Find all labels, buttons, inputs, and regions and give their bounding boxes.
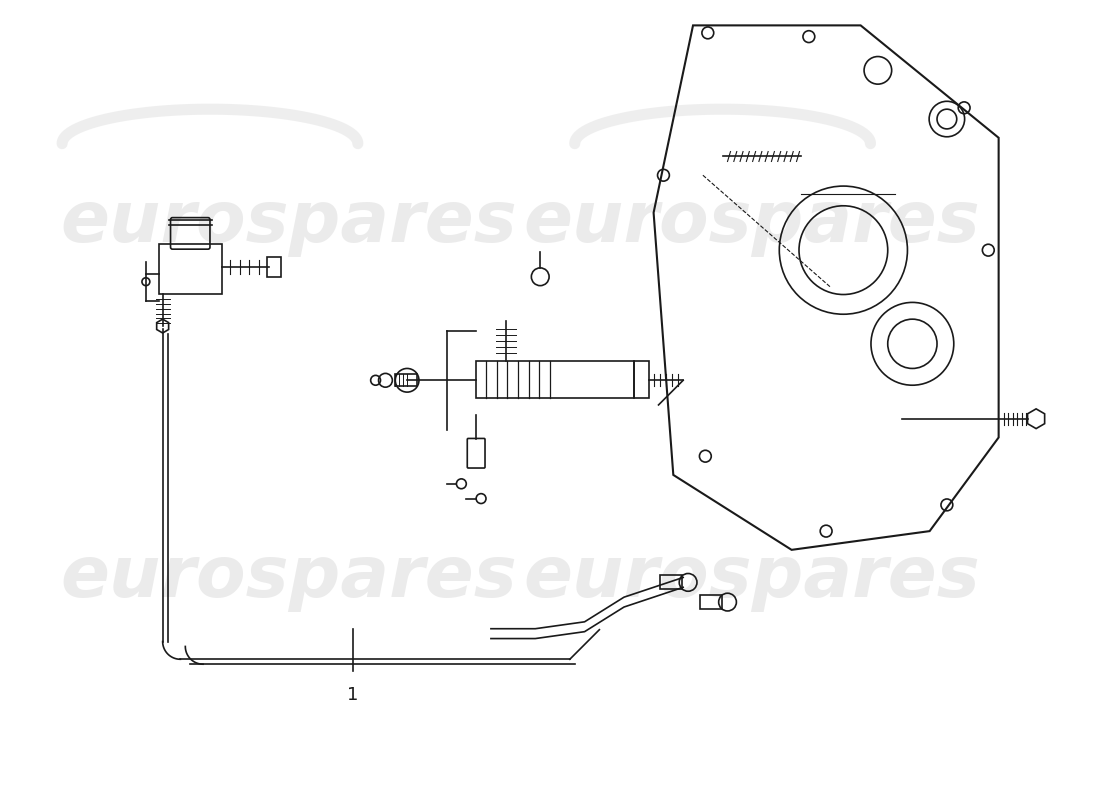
Text: 1: 1	[348, 686, 359, 704]
Text: eurospares: eurospares	[60, 543, 517, 612]
Bar	[267, 257, 280, 277]
Bar	[660, 575, 682, 590]
Bar	[634, 361, 649, 398]
Bar	[395, 374, 417, 386]
Bar	[476, 361, 634, 398]
Text: eurospares: eurospares	[524, 543, 980, 612]
Text: eurospares: eurospares	[524, 188, 980, 257]
Bar	[158, 244, 222, 294]
Bar	[700, 595, 722, 609]
Text: eurospares: eurospares	[60, 188, 517, 257]
